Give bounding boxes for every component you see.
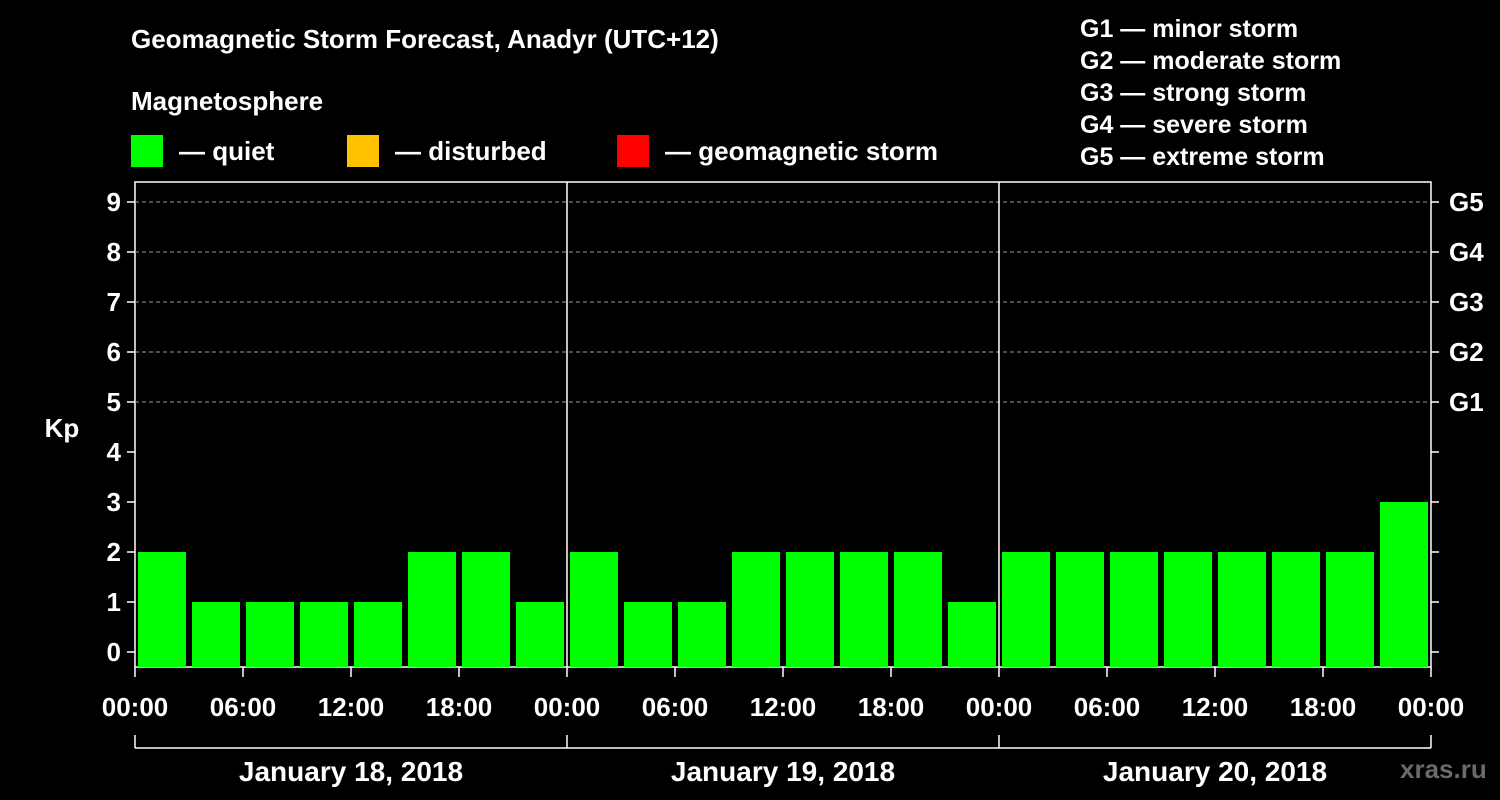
kp-bar [948,602,996,667]
kp-bar [138,552,186,667]
x-tick-label: 12:00 [318,692,385,722]
storm-scale-g5: G5 — extreme storm [1080,143,1325,171]
x-tick-label: 06:00 [642,692,709,722]
day-label: January 20, 2018 [1103,756,1327,787]
legend-swatch-quiet [131,135,163,167]
x-tick-label: 00:00 [534,692,601,722]
kp-bar [192,602,240,667]
y-tick-label: 6 [107,337,121,367]
legend-item-storm: — geomagnetic storm [617,134,938,168]
x-tick-label: 18:00 [858,692,925,722]
x-tick-label: 00:00 [966,692,1033,722]
magnetosphere-label: Magnetosphere [131,86,324,116]
y-tick-label: 5 [107,387,121,417]
kp-bar [570,552,618,667]
kp-bar [1002,552,1050,667]
kp-bar [300,602,348,667]
legend-item-disturbed: — disturbed [347,134,547,168]
legend-label-quiet: — quiet [179,135,275,166]
kp-bar [1218,552,1266,667]
kp-bar [354,602,402,667]
storm-scale-g3: G3 — strong storm [1080,79,1307,107]
storm-level-label: G4 [1449,237,1484,267]
storm-scale-g1: G1 — minor storm [1080,15,1299,43]
kp-bar [624,602,672,667]
chart-title: Geomagnetic Storm Forecast, Anadyr (UTC+… [131,24,719,54]
storm-scale-legend: G1 — minor storm G2 — moderate storm G3 … [1080,13,1341,173]
kp-bar [462,552,510,667]
day-label: January 19, 2018 [671,756,895,787]
legend-item-quiet: — quiet [131,134,274,168]
watermark: xras.ru [1400,754,1487,784]
kp-bar [1164,552,1212,667]
kp-bar [1380,502,1428,667]
kp-bar [246,602,294,667]
y-tick-label: 7 [107,287,121,317]
y-tick-label: 2 [107,537,121,567]
kp-bar [678,602,726,667]
kp-bar [1272,552,1320,667]
y-tick-label: 8 [107,237,121,267]
legend-swatch-disturbed [347,135,379,167]
x-tick-label: 00:00 [1398,692,1465,722]
x-tick-label: 12:00 [1182,692,1249,722]
kp-bar [732,552,780,667]
y-tick-label: 3 [107,487,121,517]
kp-bar [1326,552,1374,667]
storm-level-label: G2 [1449,337,1484,367]
storm-scale-g2: G2 — moderate storm [1080,47,1342,75]
y-tick-label: 9 [107,187,121,217]
kp-bar [516,602,564,667]
kp-bar [1110,552,1158,667]
x-tick-label: 06:00 [1074,692,1141,722]
kp-bar [408,552,456,667]
legend-label-disturbed: — disturbed [395,135,547,166]
kp-bar [786,552,834,667]
x-tick-label: 00:00 [102,692,169,722]
y-tick-label: 0 [107,637,121,667]
x-tick-label: 18:00 [426,692,493,722]
x-tick-label: 12:00 [750,692,817,722]
y-tick-label: 4 [107,437,122,467]
legend-swatch-storm [617,135,649,167]
kp-bar [840,552,888,667]
day-label: January 18, 2018 [239,756,463,787]
legend-label-storm: — geomagnetic storm [665,135,939,166]
storm-level-label: G5 [1449,187,1484,217]
y-axis-label: Kp [45,413,80,443]
kp-bar [894,552,942,667]
x-tick-label: 18:00 [1290,692,1357,722]
storm-scale-g4: G4 — severe storm [1080,111,1308,139]
y-tick-label: 1 [107,587,121,617]
storm-level-label: G3 [1449,287,1484,317]
x-tick-label: 06:00 [210,692,277,722]
storm-level-label: G1 [1449,387,1484,417]
kp-bar [1056,552,1104,667]
